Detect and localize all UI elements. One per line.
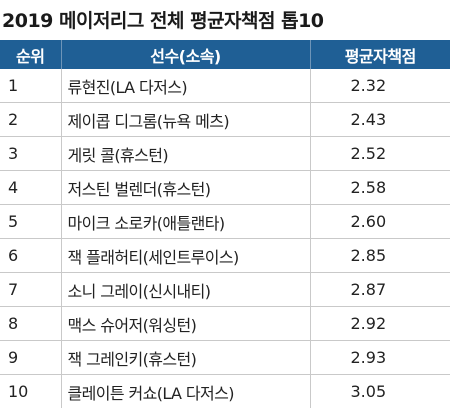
era-cell: 2.32 (310, 69, 450, 103)
player-cell: 제이콥 디그롬(뉴욕 메츠) (60, 102, 311, 137)
table-row: 8 맥스 슈어저(워싱턴) 2.92 (0, 306, 450, 341)
table-row: 1 류현진(LA 다저스) 2.32 (0, 69, 450, 103)
table-header-row: 순위 선수(소속) 평균자책점 (0, 40, 450, 69)
player-cell: 소니 그레이(신시내티) (60, 272, 311, 307)
era-ranking-table: 순위 선수(소속) 평균자책점 1 류현진(LA 다저스) 2.32 2 제이콥… (0, 40, 450, 408)
rank-cell: 7 (0, 272, 61, 307)
player-cell: 잭 플래허티(세인트루이스) (60, 238, 311, 273)
column-header-rank: 순위 (0, 40, 61, 69)
rank-cell: 4 (0, 170, 61, 205)
rank-cell: 8 (0, 306, 61, 341)
era-cell: 2.52 (310, 136, 450, 171)
rank-cell: 2 (0, 102, 61, 137)
player-cell: 클레이튼 커쇼(LA 다저스) (60, 374, 311, 408)
column-header-player: 선수(소속) (60, 40, 311, 69)
table-row: 7 소니 그레이(신시내티) 2.87 (0, 272, 450, 307)
player-cell: 게릿 콜(휴스턴) (60, 136, 311, 171)
era-cell: 2.60 (310, 204, 450, 239)
player-cell: 잭 그레인키(휴스턴) (60, 340, 311, 375)
player-cell: 맥스 슈어저(워싱턴) (60, 306, 311, 341)
table-row: 6 잭 플래허티(세인트루이스) 2.85 (0, 238, 450, 273)
rank-cell: 9 (0, 340, 61, 375)
era-cell: 2.93 (310, 340, 450, 375)
page-title: 2019 메이저리그 전체 평균자책점 톱10 (2, 10, 324, 32)
table-row: 10 클레이튼 커쇼(LA 다저스) 3.05 (0, 374, 450, 408)
era-cell: 2.92 (310, 306, 450, 341)
table-row: 4 저스틴 벌렌더(휴스턴) 2.58 (0, 170, 450, 205)
rank-cell: 10 (8, 382, 29, 401)
rank-cell: 5 (0, 204, 61, 239)
table-row: 2 제이콥 디그롬(뉴욕 메츠) 2.43 (0, 102, 450, 137)
player-cell: 마이크 소로카(애틀랜타) (60, 204, 311, 239)
table-row: 3 게릿 콜(휴스턴) 2.52 (0, 136, 450, 171)
era-cell: 2.58 (310, 170, 450, 205)
era-cell: 2.85 (310, 238, 450, 273)
era-cell: 2.87 (310, 272, 450, 307)
column-header-era: 평균자책점 (310, 40, 450, 69)
era-cell: 2.43 (310, 102, 450, 137)
rank-cell: 3 (0, 136, 61, 171)
rank-cell: 6 (0, 238, 61, 273)
table-row: 9 잭 그레인키(휴스턴) 2.93 (0, 340, 450, 375)
rank-cell: 1 (0, 69, 61, 103)
player-cell: 저스틴 벌렌더(휴스턴) (60, 170, 311, 205)
era-cell: 3.05 (350, 382, 387, 401)
player-cell: 류현진(LA 다저스) (60, 69, 311, 103)
table-row: 5 마이크 소로카(애틀랜타) 2.60 (0, 204, 450, 239)
